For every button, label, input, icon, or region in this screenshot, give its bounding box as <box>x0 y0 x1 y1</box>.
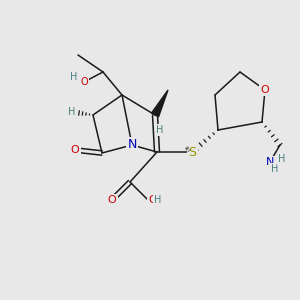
Text: N: N <box>127 139 137 152</box>
Text: O: O <box>261 85 269 95</box>
Text: iiii: iiii <box>183 145 191 153</box>
Text: O: O <box>108 195 116 205</box>
Text: H: H <box>156 125 164 135</box>
Text: H: H <box>278 154 286 164</box>
Text: O: O <box>148 195 157 205</box>
Text: N: N <box>266 157 274 167</box>
Text: H: H <box>68 107 76 117</box>
Text: H: H <box>70 72 78 82</box>
Text: O: O <box>70 145 80 155</box>
Text: H: H <box>154 195 161 205</box>
Text: H: H <box>271 164 279 174</box>
Text: S: S <box>188 146 196 158</box>
Text: O: O <box>80 77 88 87</box>
Polygon shape <box>152 90 168 117</box>
